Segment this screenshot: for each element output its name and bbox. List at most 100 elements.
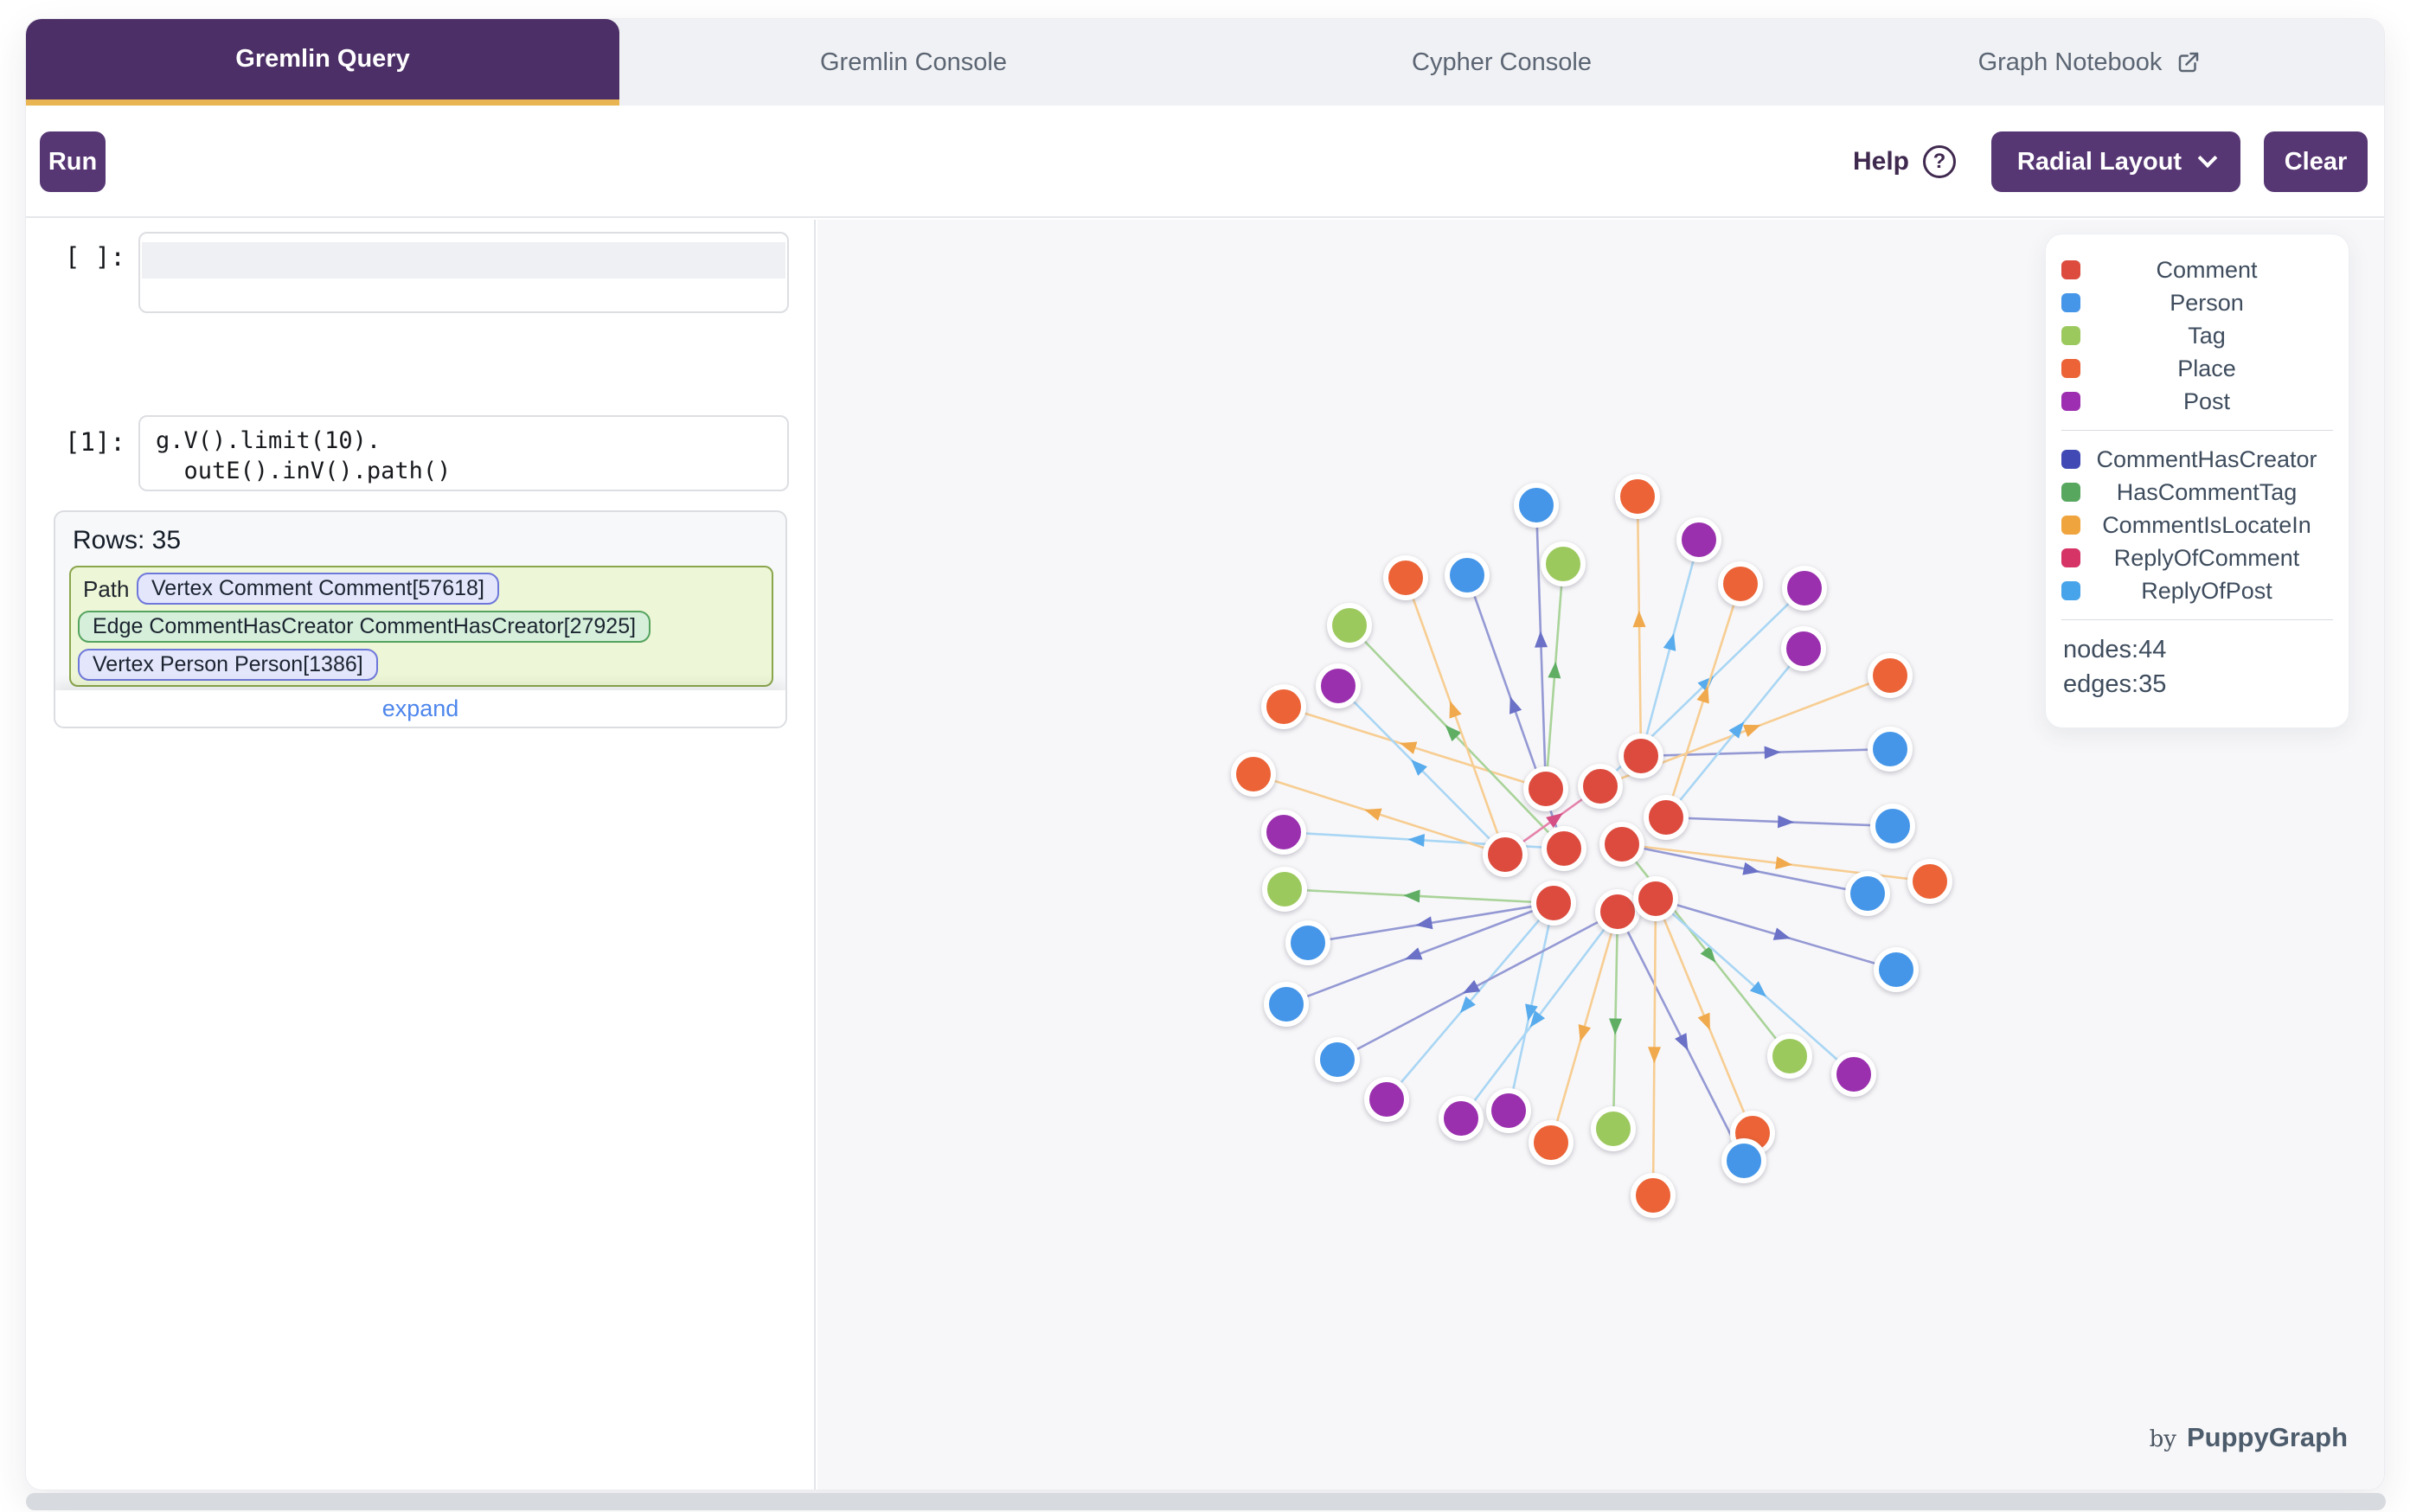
code-input-empty[interactable] [138,232,789,313]
graph-node-person[interactable] [1721,1138,1766,1183]
graph-node-comment[interactable] [1542,826,1586,871]
hascommenttag-swatch-icon [2061,483,2080,502]
graph-node-tag[interactable] [1327,603,1372,648]
help-question-icon: ? [1923,145,1957,178]
graph-node-post[interactable] [1439,1096,1484,1141]
toolbar: Run Help ? Radial Layout Clear [26,106,2384,218]
graph-node-post[interactable] [1831,1052,1876,1097]
code-input-line-highlight [142,242,785,279]
graph-node-person[interactable] [1285,920,1330,965]
clear-button[interactable]: Clear [2264,131,2368,192]
graph-node-place[interactable] [1261,684,1306,729]
legend-label: Comment [2156,256,2258,283]
graph-node-post[interactable] [1261,810,1306,855]
graph-node-comment[interactable] [1618,734,1663,778]
graph-edge-arrow-icon [1697,1012,1710,1031]
legend-item-post: Post [2046,385,2349,418]
graph-node-person[interactable] [1264,982,1309,1027]
legend-label: Post [2182,388,2231,414]
graph-node-comment[interactable] [1523,766,1568,811]
tab-gremlin-console[interactable]: Gremlin Console [619,19,1208,106]
code-line: g.V().limit(10). [156,427,381,454]
edge-badge: Edge CommentHasCreator CommentHasCreator… [78,611,651,643]
tab-bar: Gremlin Query Gremlin Console Cypher Con… [26,19,2384,106]
graph-edge-HasCommentTag [1349,625,1565,849]
graph-edge-arrow-icon [1777,815,1795,829]
graph-edge-arrow-icon [1405,947,1423,960]
legend-item-person: Person [2046,286,2349,319]
graph-node-comment[interactable] [1578,764,1623,809]
help-button[interactable]: Help ? [1853,131,1957,192]
graph-node-place[interactable] [1868,653,1913,698]
tab-gremlin-query[interactable]: Gremlin Query [26,19,619,106]
legend-item-hascommenttag: HasCommentTag [2046,476,2349,509]
graph-node-comment[interactable] [1633,876,1678,921]
graph-node-comment[interactable] [1644,795,1689,840]
graph-node-post[interactable] [1782,566,1827,611]
graph-edge-arrow-icon [1546,812,1563,829]
replyofpost-swatch-icon [2061,581,2080,600]
legend-label: CommentIsLocateIn [2102,511,2311,538]
graph-node-person[interactable] [1445,553,1490,598]
graph-node-tag[interactable] [1262,867,1307,912]
graph-node-person[interactable] [1868,727,1913,772]
code-input-1[interactable]: g.V().limit(10). outE().inV().path() [138,415,789,491]
legend-item-replyofpost: ReplyOfPost [2046,574,2349,607]
expand-link[interactable]: expand [55,690,785,727]
graph-edge-arrow-icon [1700,945,1716,963]
legend-label: CommentHasCreator [2096,445,2317,472]
graph-node-place[interactable] [1529,1120,1574,1165]
tab-label: Gremlin Query [235,45,410,73]
legend-item-commenthascreator: CommentHasCreator [2046,443,2349,476]
horizontal-scrollbar[interactable] [26,1493,2386,1510]
nodes-count: nodes:44 [2063,635,2167,663]
graph-edge-arrow-icon [1449,701,1462,719]
graph-node-person[interactable] [1315,1037,1360,1082]
app-window: Gremlin Query Gremlin Console Cypher Con… [26,19,2384,1490]
legend-label: Place [2177,355,2236,381]
comment-swatch-icon [2061,260,2080,279]
graph-node-place[interactable] [1231,752,1276,797]
graph-node-person[interactable] [1870,804,1915,849]
legend-divider [2061,619,2333,620]
tab-cypher-console[interactable]: Cypher Console [1208,19,1796,106]
graph-node-place[interactable] [1383,555,1428,600]
branding: by PuppyGraph [2150,1422,2348,1453]
graph-node-tag[interactable] [1767,1034,1812,1079]
graph-edge-arrow-icon [1742,724,1761,737]
run-button[interactable]: Run [40,131,106,192]
by-label: by [2149,1426,2176,1452]
graph-node-place[interactable] [1631,1173,1676,1218]
graph-node-person[interactable] [1874,947,1919,992]
graph-node-post[interactable] [1781,626,1826,671]
post-swatch-icon [2061,392,2080,411]
graph-node-tag[interactable] [1541,541,1586,586]
graph-node-post[interactable] [1676,517,1721,562]
graph-edge-arrow-icon [1749,981,1767,997]
graph-edge-arrow-icon [1742,862,1760,875]
commentislocatein-swatch-icon [2061,516,2080,535]
graph-node-comment[interactable] [1531,881,1576,926]
graph-node-comment[interactable] [1595,889,1640,934]
legend-divider [2061,430,2333,431]
layout-dropdown[interactable]: Radial Layout [1991,131,2240,192]
graph-edge-arrow-icon [1411,759,1427,776]
graph-node-comment[interactable] [1599,822,1644,867]
rows-count-label: Rows: 35 [73,526,182,554]
graph-node-person[interactable] [1514,483,1559,528]
graph-node-tag[interactable] [1591,1106,1636,1151]
tab-label: Graph Notebook [1977,48,2163,76]
graph-node-place[interactable] [1907,859,1952,904]
graph-node-post[interactable] [1486,1088,1531,1133]
graph-node-post[interactable] [1316,663,1361,708]
graph-node-post[interactable] [1364,1077,1409,1122]
graph-node-person[interactable] [1845,871,1890,916]
graph-canvas[interactable] [817,220,2384,1490]
graph-node-comment[interactable] [1483,832,1528,877]
tab-label: Gremlin Console [820,48,1007,76]
tab-graph-notebook[interactable]: Graph Notebook [1796,19,2384,106]
path-label: Path [83,576,130,602]
graph-node-place[interactable] [1718,561,1763,606]
graph-node-place[interactable] [1615,474,1660,519]
